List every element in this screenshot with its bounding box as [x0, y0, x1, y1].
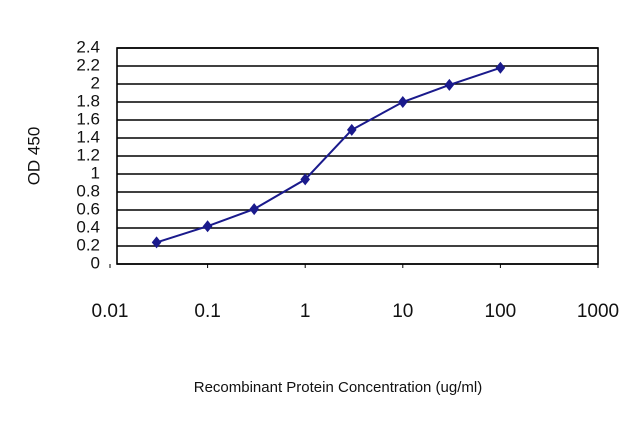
y-axis-label: OD 450: [24, 127, 43, 186]
data-point: [300, 173, 310, 186]
y-tick-label: 0.4: [76, 217, 100, 236]
y-tick-label: 0.8: [76, 181, 100, 200]
y-tick-label: 1.4: [76, 127, 100, 146]
data-point: [398, 96, 408, 108]
x-tick-label: 1000: [577, 301, 619, 322]
y-tick-label: 0.6: [76, 199, 100, 218]
x-tick-label: 0.01: [92, 301, 129, 322]
y-tick-label: 2.4: [76, 37, 100, 56]
data-point: [444, 78, 455, 91]
y-tick-label: 1.6: [76, 109, 100, 128]
x-tick-label: 100: [485, 301, 517, 322]
x-tick-label: 1: [300, 301, 311, 322]
y-tick-label: 1: [91, 163, 100, 182]
data-point: [249, 203, 259, 216]
data-point: [202, 220, 213, 233]
y-tick-label: 0.2: [76, 235, 100, 254]
x-tick-label: 0.1: [194, 301, 220, 322]
data-line: [156, 66, 501, 244]
y-tick-label: 2: [91, 73, 100, 92]
data-point: [495, 61, 506, 74]
y-tick-label: 1.8: [76, 91, 100, 110]
x-axis-label: Recombinant Protein Concentration (ug/ml…: [194, 379, 482, 396]
y-tick-label: 1.2: [76, 145, 100, 164]
y-tick-label: 0: [91, 253, 100, 272]
data-point: [346, 123, 357, 136]
data-point: [151, 236, 162, 249]
y-tick-label: 2.2: [76, 55, 100, 74]
x-tick-label: 10: [392, 301, 413, 322]
